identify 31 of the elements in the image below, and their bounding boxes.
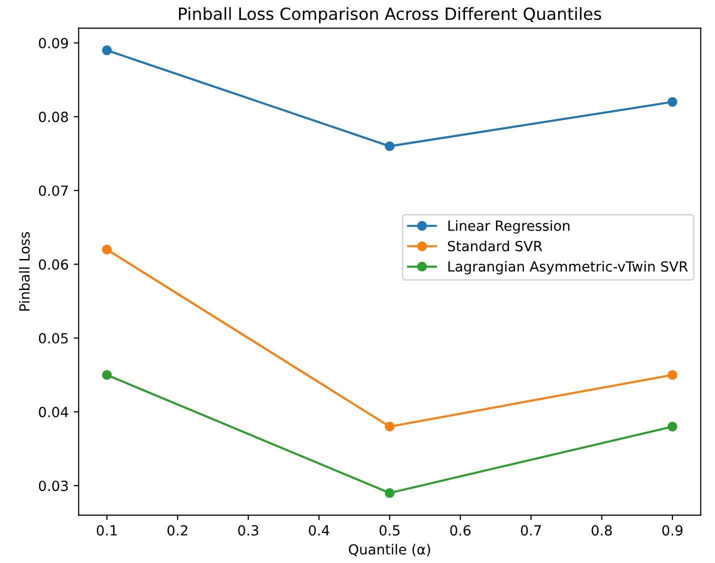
legend-label: Standard SVR <box>448 240 542 252</box>
y-axis-title: Pinball Loss <box>19 232 30 311</box>
y-tick-label: 0.05 <box>38 333 68 344</box>
point <box>102 244 112 254</box>
point <box>668 370 678 380</box>
y-tick-label: 0.03 <box>38 480 68 492</box>
x-tick-label: 0.7 <box>520 525 541 536</box>
legend-label: Lagrangian Asymmetric-vTwin SVR <box>448 260 688 274</box>
y-tick-label: 0.04 <box>38 406 68 418</box>
x-tick-label: 0.9 <box>662 525 682 536</box>
point <box>102 370 112 380</box>
y-tick-label: 0.09 <box>38 38 68 48</box>
x-axis-title: Quantile (α) <box>348 544 430 556</box>
point <box>668 422 678 432</box>
x-tick-label: 0.6 <box>450 525 471 536</box>
point <box>384 422 395 432</box>
point <box>384 488 395 498</box>
point <box>384 141 395 152</box>
y-tick-label: 0.07 <box>38 185 68 196</box>
y-tick-label: 0.06 <box>38 259 68 270</box>
chart-title: Pinball Loss Comparison Across Different Quantiles <box>179 7 602 24</box>
point <box>102 45 112 56</box>
x-tick-label: 0.5 <box>380 525 400 536</box>
x-tick-label: 0.4 <box>308 525 330 536</box>
x-tick-label: 0.1 <box>96 525 117 536</box>
x-tick-label: 0.8 <box>592 525 612 536</box>
legend-label: Linear Regression <box>448 220 570 234</box>
x-tick-label: 0.2 <box>167 525 188 536</box>
point <box>668 97 678 107</box>
y-tick-label: 0.08 <box>38 112 68 122</box>
x-tick-label: 0.3 <box>238 525 258 536</box>
